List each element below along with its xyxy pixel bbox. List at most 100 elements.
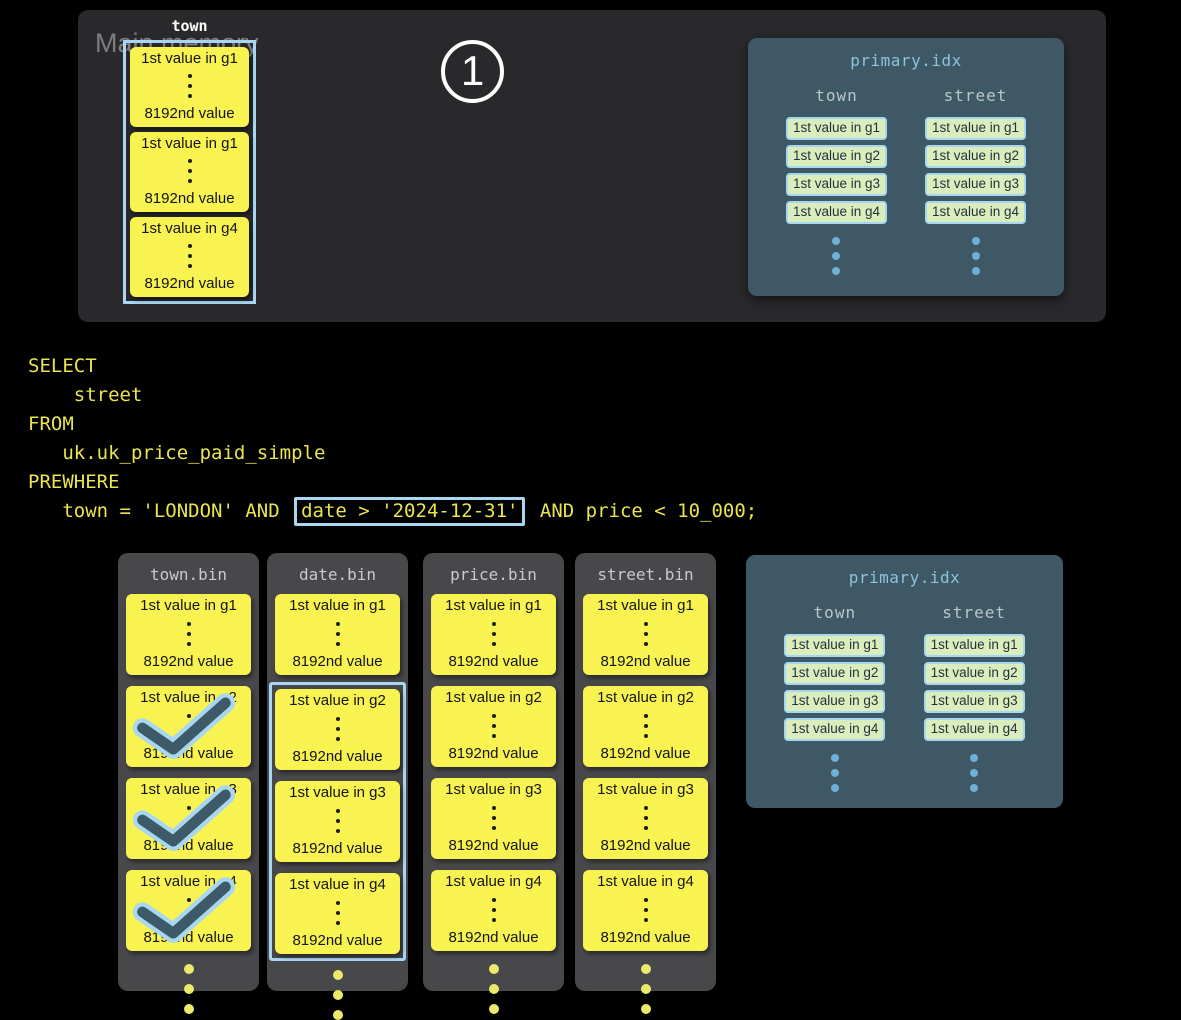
granule-first-value: 1st value in g3 bbox=[597, 781, 694, 798]
index-column-header: town bbox=[813, 603, 857, 622]
dot bbox=[491, 713, 496, 718]
dot bbox=[643, 713, 648, 718]
dot bbox=[643, 825, 648, 830]
memory-column-label: town bbox=[171, 17, 208, 35]
index-mark-chip: 1st value in g2 bbox=[785, 145, 888, 168]
dot bbox=[186, 641, 191, 646]
dot bbox=[491, 723, 496, 728]
granule-first-value: 1st value in g1 bbox=[141, 50, 238, 67]
dot bbox=[187, 254, 192, 258]
index-mark-chip: 1st value in g2 bbox=[923, 662, 1025, 685]
ellipsis-dots bbox=[643, 897, 648, 922]
dot bbox=[187, 94, 192, 98]
dot bbox=[335, 716, 340, 721]
granule-block: 1st value in g1 8192nd value bbox=[431, 594, 556, 675]
dot bbox=[491, 621, 496, 626]
dot bbox=[183, 1004, 194, 1014]
dot bbox=[335, 726, 340, 731]
dot bbox=[491, 825, 496, 830]
granule-block: 1st value in g2 8192nd value bbox=[583, 686, 708, 767]
column-bin: street.bin 1st value in g1 8192nd value 1st… bbox=[575, 553, 716, 1014]
dot bbox=[488, 984, 499, 994]
granule-first-value: 1st value in g3 bbox=[289, 784, 386, 801]
granule-block: 1st value in g4 8192nd value bbox=[431, 870, 556, 951]
ellipsis-dots bbox=[187, 244, 192, 268]
ellipsis-dots bbox=[491, 897, 496, 922]
dot bbox=[186, 713, 191, 718]
index-mark-chip: 1st value in g3 bbox=[923, 690, 1025, 713]
index-mark-chip: 1st value in g4 bbox=[785, 201, 888, 224]
granule-first-value: 1st value in g1 bbox=[597, 597, 694, 614]
granule-last-value: 8192nd value bbox=[144, 190, 235, 207]
dot bbox=[643, 815, 648, 820]
granule-block: 1st value in g1 8192nd value bbox=[275, 594, 400, 675]
granule-last-value: 8192nd value bbox=[600, 745, 691, 762]
dot bbox=[971, 252, 980, 260]
dot bbox=[183, 984, 194, 994]
ellipsis-dots bbox=[575, 964, 716, 1014]
granule-block: 1st value in g1 8192nd value bbox=[126, 594, 251, 675]
column-bin: price.bin 1st value in g1 8192nd value 1st … bbox=[423, 553, 564, 1014]
dot bbox=[335, 920, 340, 925]
column-bin: date.bin 1st value in g1 8192nd value 1st v… bbox=[267, 553, 408, 1020]
dot bbox=[491, 907, 496, 912]
memory-town-column: 1st value in g1 8192nd value 1st value in … bbox=[123, 40, 256, 304]
granule-first-value: 1st value in g2 bbox=[445, 689, 542, 706]
dot bbox=[643, 907, 648, 912]
ellipsis-dots bbox=[643, 621, 648, 646]
granule-block: 1st value in g1 8192nd value bbox=[583, 594, 708, 675]
ellipsis-dots bbox=[187, 159, 192, 183]
checkmark-icon bbox=[132, 693, 236, 759]
column-bin: town.bin 1st value in g1 8192nd value 1st v… bbox=[118, 553, 259, 1014]
granule-first-value: 1st value in g4 bbox=[445, 873, 542, 890]
ellipsis-dots bbox=[423, 964, 564, 1014]
checkmark-icon bbox=[132, 785, 236, 851]
granule-block: 1st value in g2 8192nd value bbox=[126, 686, 251, 767]
sql-query: SELECT street FROM uk.uk_price_paid_simp… bbox=[28, 352, 757, 526]
dot bbox=[640, 984, 651, 994]
dot bbox=[643, 621, 648, 626]
dot bbox=[335, 828, 340, 833]
primary-idx-column: town 1st value in g1 1st value in g2 1st va… bbox=[785, 86, 888, 275]
primary-idx-column: street 1st value in g1 1st value in g2 1st … bbox=[923, 603, 1025, 792]
granule-first-value: 1st value in g4 bbox=[289, 876, 386, 893]
primary-idx-column: town 1st value in g1 1st value in g2 1st va… bbox=[784, 603, 886, 792]
granule-first-value: 1st value in g1 bbox=[141, 135, 238, 152]
dot bbox=[335, 631, 340, 636]
granule-first-value: 1st value in g1 bbox=[140, 597, 237, 614]
dot bbox=[830, 784, 839, 792]
dot bbox=[183, 964, 194, 974]
ellipsis-dots bbox=[643, 713, 648, 738]
granule-first-value: 1st value in g2 bbox=[597, 689, 694, 706]
ellipsis-dots bbox=[187, 74, 192, 98]
index-column-header: town bbox=[815, 86, 858, 105]
dot bbox=[335, 621, 340, 626]
dot bbox=[187, 179, 192, 183]
dot bbox=[640, 1004, 651, 1014]
dot bbox=[971, 267, 980, 275]
ellipsis-dots bbox=[186, 621, 191, 646]
dot bbox=[971, 237, 980, 245]
granule-first-value: 1st value in g4 bbox=[597, 873, 694, 890]
dot bbox=[643, 805, 648, 810]
granule-block: 1st value in g2 8192nd value bbox=[275, 689, 400, 770]
dot bbox=[332, 990, 343, 1000]
dot bbox=[491, 917, 496, 922]
granule-first-value: 1st value in g2 bbox=[289, 692, 386, 709]
bin-title: town.bin bbox=[149, 565, 228, 584]
granule-last-value: 8192nd value bbox=[600, 929, 691, 946]
ellipsis-dots bbox=[830, 754, 839, 792]
dot bbox=[335, 900, 340, 905]
sql-text-before: SELECT street FROM uk.uk_price_paid_simp… bbox=[28, 355, 326, 522]
dot bbox=[643, 631, 648, 636]
index-column-header: street bbox=[942, 603, 1007, 622]
dot bbox=[970, 784, 979, 792]
dot bbox=[186, 631, 191, 636]
dot bbox=[186, 621, 191, 626]
granule-first-value: 1st value in g4 bbox=[141, 220, 238, 237]
primary-idx-panel-bottom: primary.idx town 1st value in g1 1st value… bbox=[746, 555, 1063, 808]
index-column-header: street bbox=[943, 86, 1008, 105]
ellipsis-dots bbox=[971, 237, 980, 275]
ellipsis-dots bbox=[118, 964, 259, 1014]
granule-last-value: 8192nd value bbox=[292, 748, 383, 765]
